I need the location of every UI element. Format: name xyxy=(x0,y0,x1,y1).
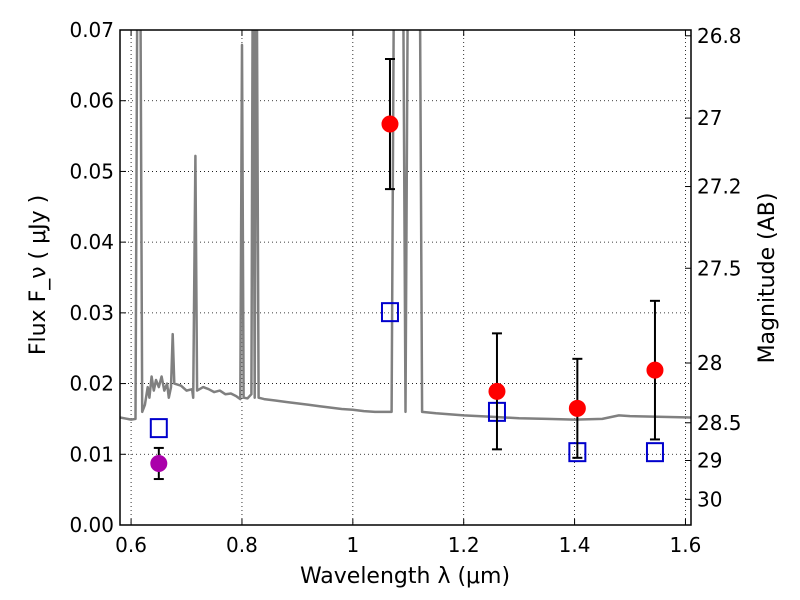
x-tick-label: 1 xyxy=(346,533,359,557)
observed-flux-point xyxy=(488,382,506,400)
x-axis-label: Wavelength λ (μm) xyxy=(300,564,510,589)
observed-flux-point xyxy=(381,115,399,133)
right-tick-label: 28.5 xyxy=(697,411,742,435)
x-axis: 0.6 0.8 1 1.2 1.4 1.6 xyxy=(115,30,701,557)
plot-frame xyxy=(119,29,692,526)
x-tick-label: 0.6 xyxy=(115,533,147,557)
y-tick-label: 0.03 xyxy=(69,301,114,325)
right-tick-label: 29 xyxy=(697,449,722,473)
y-tick-label: 0.00 xyxy=(69,513,114,537)
y-axis-label: Flux F_ν ( μJy ) xyxy=(26,195,51,355)
y-axis-left: 0.00 0.01 0.02 0.03 0.04 0.05 0.06 0.07 xyxy=(69,18,126,537)
observed-flux-point xyxy=(646,361,664,379)
observed-flux-point xyxy=(150,454,168,472)
y-tick-label: 0.01 xyxy=(69,442,114,466)
y-tick-label: 0.04 xyxy=(69,230,114,254)
y-tick-label: 0.05 xyxy=(69,159,114,183)
x-tick-label: 1.6 xyxy=(670,533,702,557)
y-tick-label: 0.06 xyxy=(69,89,114,113)
x-tick-label: 0.8 xyxy=(226,533,258,557)
model-flux-square xyxy=(149,418,168,439)
right-tick-label: 27.5 xyxy=(697,256,742,280)
right-tick-label: 26.8 xyxy=(697,24,742,48)
y-axis-right: 26.8 27 27.2 27.5 28 28.5 29 30 xyxy=(685,24,742,511)
observed-flux-point xyxy=(568,399,586,417)
right-tick-label: 30 xyxy=(697,487,722,511)
x-tick-label: 1.4 xyxy=(559,533,591,557)
right-tick-label: 27.2 xyxy=(697,175,742,199)
x-tick-label: 1.2 xyxy=(448,533,480,557)
model-flux-square xyxy=(645,442,664,463)
y-axis-right-label: Magnitude (AB) xyxy=(755,193,780,364)
y-tick-label: 0.02 xyxy=(69,372,114,396)
right-tick-label: 27 xyxy=(697,106,722,130)
model-spectrum-line xyxy=(120,30,691,421)
model-flux-square xyxy=(380,302,399,323)
right-tick-label: 28 xyxy=(697,351,722,375)
y-tick-label: 0.07 xyxy=(69,18,114,42)
model-spectrum xyxy=(120,30,691,421)
data-points xyxy=(149,57,664,481)
